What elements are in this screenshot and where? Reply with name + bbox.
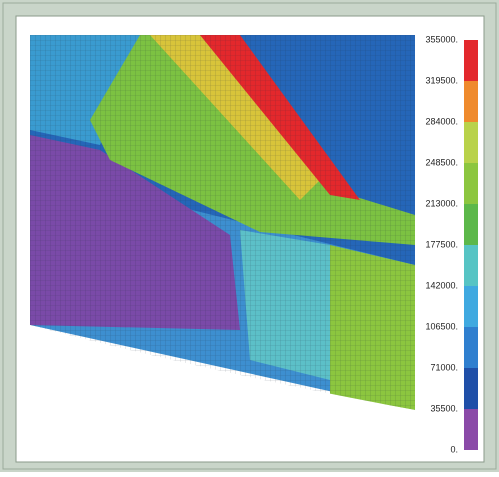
legend-label: 106500. [425, 321, 458, 331]
legend-swatch [464, 409, 478, 450]
legend-label: 319500. [425, 75, 458, 85]
legend-swatch [464, 368, 478, 409]
legend-label: 35500. [430, 403, 458, 413]
screenshot: 355000. 319500. 284000. 248500. 213000. 17750… [0, 0, 499, 472]
legend-label: 284000. [425, 116, 458, 126]
legend-swatch [464, 163, 478, 204]
legend-label: 355000. [425, 34, 458, 44]
legend-label: 142000. [425, 280, 458, 290]
legend-swatch [464, 245, 478, 286]
legend-label: 177500. [425, 239, 458, 249]
contour-plot [30, 35, 415, 430]
legend-swatch [464, 204, 478, 245]
legend-label: 248500. [425, 157, 458, 167]
legend-swatch [464, 327, 478, 368]
legend-swatch [464, 40, 478, 81]
legend-label: 0. [450, 444, 458, 454]
page: 355000. 319500. 284000. 248500. 213000. 17750… [0, 0, 499, 472]
legend-swatch [464, 286, 478, 327]
legend-label: 213000. [425, 198, 458, 208]
legend-swatch [464, 81, 478, 122]
legend-swatch [464, 122, 478, 163]
legend-label: 71000. [430, 362, 458, 372]
